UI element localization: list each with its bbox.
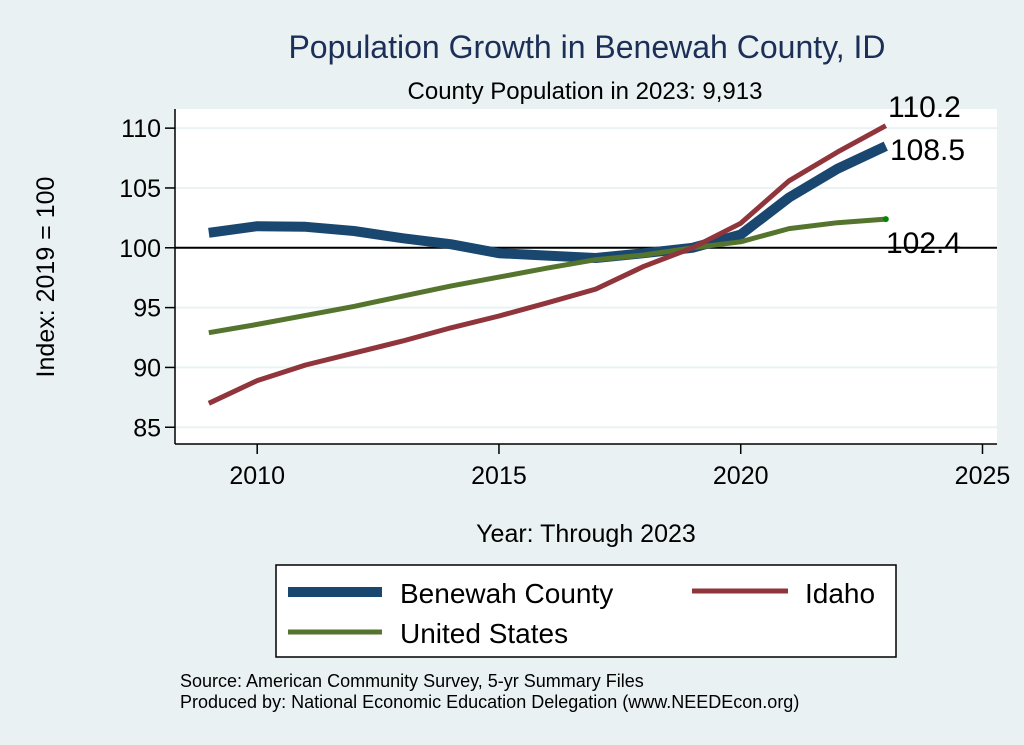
end-marker-united-states [882,216,889,223]
plot-area [175,109,997,444]
chart-subtitle: County Population in 2023: 9,913 [408,78,763,105]
y-tick-label-95: 95 [133,295,161,323]
chart-title: Population Growth in Benewah County, ID [288,29,885,65]
y-tick-label-100: 100 [119,235,161,263]
x-tick-label-2025: 2025 [955,462,1011,490]
end-label-idaho: 110.2 [888,91,961,124]
y-tick-label-105: 105 [119,175,161,203]
x-tick-label-2010: 2010 [229,462,285,490]
end-label-united-states: 102.4 [886,227,961,260]
legend-box [275,564,897,658]
x-axis-ticks: 2010 2015 2020 2025 [229,444,1010,490]
legend-label-benewah: Benewah County [400,578,613,609]
legend-label-idaho: Idaho [805,578,875,609]
source-note: Source: American Community Survey, 5-yr … [180,671,644,691]
y-tick-label-110: 110 [121,115,161,143]
end-label-benewah-county: 108.5 [890,134,965,167]
x-tick-label-2020: 2020 [713,462,769,490]
legend-label-us: United States [400,618,568,649]
series-lines [207,123,889,406]
y-tick-label-85: 85 [133,414,161,442]
legend: Benewah County Idaho United States [275,564,897,658]
y-axis-ticks: 85 90 95 100 105 110 [119,115,175,442]
x-axis-title: Year: Through 2023 [476,520,696,548]
y-axis-title: Index: 2019 = 100 [32,177,60,378]
x-tick-label-2015: 2015 [471,462,527,490]
y-tick-label-90: 90 [133,354,161,382]
producer-note: Produced by: National Economic Education… [180,692,799,712]
end-labels: 110.2 108.5 102.4 [886,91,965,260]
